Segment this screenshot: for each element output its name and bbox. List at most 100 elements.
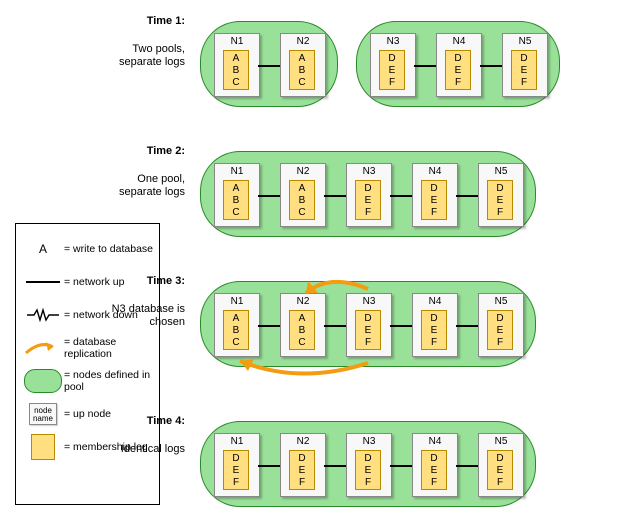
- node-name: N1: [215, 166, 259, 177]
- log-entry: C: [290, 77, 314, 89]
- log-entry: D: [422, 453, 446, 465]
- log-entry: D: [290, 453, 314, 465]
- network-link: [390, 465, 412, 467]
- log-entry: E: [488, 465, 512, 477]
- network-link: [324, 465, 346, 467]
- time-caption: N3 database is chosen: [100, 303, 185, 329]
- log-entry: B: [224, 65, 248, 77]
- legend: A = write to database = network up = net…: [15, 223, 160, 505]
- log-entry: C: [290, 207, 314, 219]
- legend-pool: = nodes defined in pool: [22, 367, 153, 395]
- node: N4DEF: [412, 163, 458, 227]
- network-link: [390, 195, 412, 197]
- node: N5 DEF: [478, 163, 524, 227]
- node-name: N2: [281, 36, 325, 47]
- log-entry: A: [290, 183, 314, 195]
- time-caption: Identical logs: [100, 443, 185, 456]
- node: N4DEF: [436, 33, 482, 97]
- log-entry: E: [446, 65, 470, 77]
- log-entry: F: [356, 207, 380, 219]
- network-link: [258, 465, 280, 467]
- legend-write: A = write to database: [22, 235, 153, 263]
- log-entry: F: [422, 477, 446, 489]
- node: N1 ABC: [214, 163, 260, 227]
- log-entry: F: [422, 207, 446, 219]
- log-entry: D: [422, 183, 446, 195]
- log-entry: D: [356, 453, 380, 465]
- log-entry: C: [224, 77, 248, 89]
- legend-upnode-text: = up node: [64, 408, 111, 420]
- log-entry: D: [488, 183, 512, 195]
- log-entry: D: [512, 53, 536, 65]
- time-label: Time 2:: [105, 145, 185, 157]
- log-entry: E: [422, 195, 446, 207]
- node-name: N5: [503, 36, 547, 47]
- node-name: N3: [347, 436, 391, 447]
- log-entry: E: [422, 465, 446, 477]
- node-name: N3: [371, 36, 415, 47]
- node-name: N1: [215, 36, 259, 47]
- log-entry: E: [512, 65, 536, 77]
- log-entry: E: [224, 465, 248, 477]
- node-name: N2: [281, 166, 325, 177]
- membership-log: ABC: [289, 50, 315, 90]
- membership-log: DEF: [511, 50, 537, 90]
- membership-log: DEF: [421, 180, 447, 220]
- log-entry: E: [380, 65, 404, 77]
- log-entry: F: [488, 477, 512, 489]
- log-entry: D: [488, 453, 512, 465]
- membership-log: DEF: [355, 450, 381, 490]
- node: N1DEF: [214, 433, 260, 497]
- membership-log: DEF: [289, 450, 315, 490]
- log-entry: D: [446, 53, 470, 65]
- node: N2 ABC: [280, 33, 326, 97]
- membership-log: ABC: [223, 50, 249, 90]
- network-link: [480, 65, 502, 67]
- log-entry: F: [356, 477, 380, 489]
- legend-repl-text: = database replication: [64, 336, 153, 360]
- log-entry: A: [224, 53, 248, 65]
- log-entry: D: [224, 453, 248, 465]
- pool-icon: [24, 369, 62, 393]
- node-icon: nodename: [29, 403, 57, 425]
- legend-pool-text: = nodes defined in pool: [64, 369, 153, 393]
- node: N1 ABC: [214, 33, 260, 97]
- node-name: N2: [281, 436, 325, 447]
- node: N4 DEF: [412, 433, 458, 497]
- network-link: [258, 195, 280, 197]
- log-entry: A: [290, 53, 314, 65]
- log-entry: F: [380, 77, 404, 89]
- arrow-icon: [23, 338, 63, 358]
- membership-log: DEF: [379, 50, 405, 90]
- legend-replication: = database replication: [22, 334, 153, 362]
- node: N3DEF: [346, 163, 392, 227]
- pool: N1ABCN2ABCN3DEFN4DEFN5DEF: [200, 151, 536, 237]
- node-name: N4: [437, 36, 481, 47]
- node-name: N5: [479, 166, 523, 177]
- pool: N1DEFN2DEFN3DEFN4DEFN5DEF: [200, 421, 536, 507]
- time-label: Time 4:: [105, 415, 185, 427]
- log-entry: D: [356, 183, 380, 195]
- node-name: N5: [479, 436, 523, 447]
- node: N2ABC: [280, 163, 326, 227]
- membership-log: DEF: [487, 450, 513, 490]
- node: N5 DEF: [502, 33, 548, 97]
- node: N3 DEF: [370, 33, 416, 97]
- log-entry: E: [356, 195, 380, 207]
- time-caption: Two pools, separate logs: [100, 43, 185, 69]
- zigzag-icon: [26, 308, 60, 322]
- network-link: [456, 195, 478, 197]
- membership-log: DEF: [421, 450, 447, 490]
- log-entry: B: [224, 195, 248, 207]
- membership-log: ABC: [223, 180, 249, 220]
- time-caption: One pool, separate logs: [100, 173, 185, 199]
- node: N2 DEF: [280, 433, 326, 497]
- node-name: N4: [413, 436, 457, 447]
- network-link: [414, 65, 436, 67]
- legend-write-symbol: A: [39, 242, 47, 256]
- log-entry: E: [488, 195, 512, 207]
- node-name: N1: [215, 436, 259, 447]
- line-icon: [26, 281, 60, 283]
- membership-log: DEF: [487, 180, 513, 220]
- time-label: Time 1:: [105, 15, 185, 27]
